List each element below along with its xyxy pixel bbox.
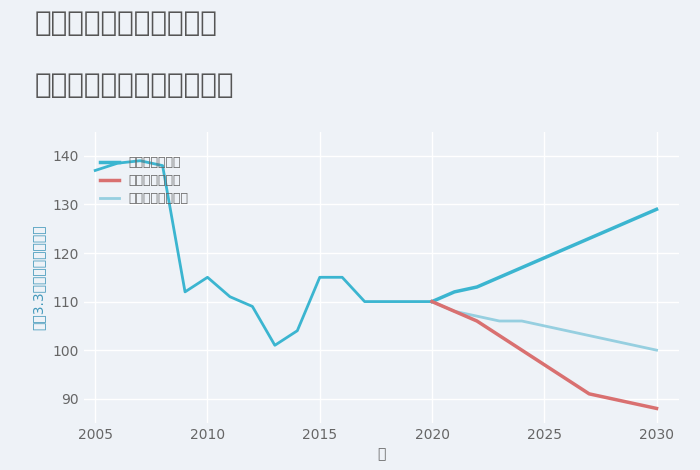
グッドシナリオ xyxy=(428,299,436,305)
Line: グッドシナリオ: グッドシナリオ xyxy=(432,209,657,302)
Line: ノーマルシナリオ: ノーマルシナリオ xyxy=(432,302,657,350)
バッドシナリオ xyxy=(585,391,594,397)
グッドシナリオ xyxy=(608,226,616,232)
バッドシナリオ xyxy=(540,362,549,368)
ノーマルシナリオ xyxy=(652,347,661,353)
バッドシナリオ xyxy=(495,333,503,338)
ノーマルシナリオ xyxy=(563,328,571,334)
Text: 中古マンションの価格推移: 中古マンションの価格推移 xyxy=(35,70,235,99)
ノーマルシナリオ xyxy=(608,337,616,343)
ノーマルシナリオ xyxy=(495,318,503,324)
ノーマルシナリオ xyxy=(450,308,459,314)
ノーマルシナリオ xyxy=(517,318,526,324)
ノーマルシナリオ xyxy=(585,333,594,338)
グッドシナリオ xyxy=(630,216,638,222)
グッドシナリオ xyxy=(540,255,549,261)
バッドシナリオ xyxy=(517,347,526,353)
バッドシナリオ xyxy=(608,396,616,401)
グッドシナリオ xyxy=(450,289,459,295)
X-axis label: 年: 年 xyxy=(377,447,386,462)
グッドシナリオ xyxy=(517,265,526,270)
バッドシナリオ xyxy=(630,401,638,407)
ノーマルシナリオ xyxy=(630,343,638,348)
Y-axis label: 坪（3.3㎡）単価（万円）: 坪（3.3㎡）単価（万円） xyxy=(32,225,46,330)
バッドシナリオ xyxy=(473,318,481,324)
ノーマルシナリオ xyxy=(428,299,436,305)
バッドシナリオ xyxy=(563,376,571,382)
グッドシナリオ xyxy=(652,206,661,212)
バッドシナリオ xyxy=(428,299,436,305)
Line: バッドシナリオ: バッドシナリオ xyxy=(432,302,657,408)
グッドシナリオ xyxy=(585,235,594,241)
バッドシナリオ xyxy=(450,308,459,314)
グッドシナリオ xyxy=(495,274,503,280)
グッドシナリオ xyxy=(563,245,571,251)
ノーマルシナリオ xyxy=(473,313,481,319)
バッドシナリオ xyxy=(652,406,661,411)
Legend: グッドシナリオ, バッドシナリオ, ノーマルシナリオ: グッドシナリオ, バッドシナリオ, ノーマルシナリオ xyxy=(96,152,192,209)
Text: 大阪府柏原市国分本町の: 大阪府柏原市国分本町の xyxy=(35,9,218,38)
グッドシナリオ xyxy=(473,284,481,290)
ノーマルシナリオ xyxy=(540,323,549,329)
